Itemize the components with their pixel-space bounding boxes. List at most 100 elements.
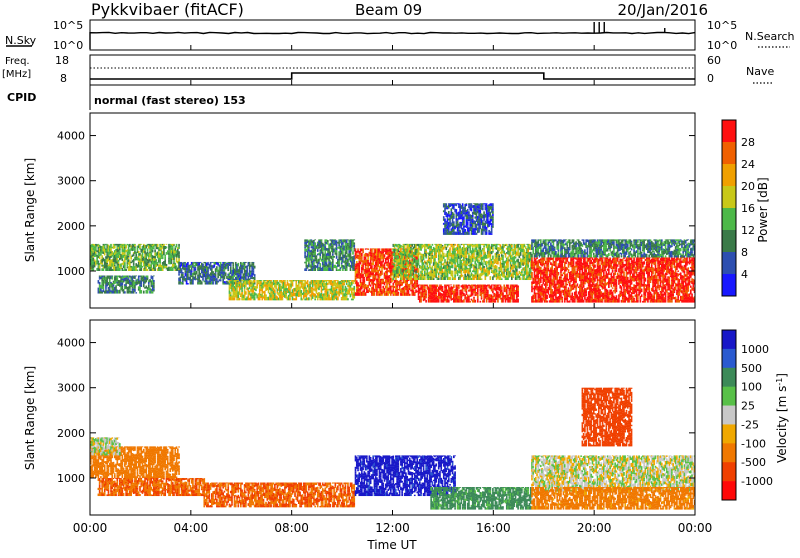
power-cell <box>173 244 175 245</box>
power-cell <box>457 289 459 292</box>
power-cell <box>517 291 519 293</box>
power-cell <box>254 296 256 300</box>
power-cell <box>99 256 101 259</box>
power-cell <box>497 298 499 300</box>
power-cell <box>105 288 107 290</box>
power-cell <box>253 262 255 263</box>
power-cell <box>256 286 258 288</box>
power-cell <box>490 257 492 258</box>
power-cell <box>207 262 209 263</box>
power-cell <box>409 288 411 290</box>
power-cell <box>387 259 389 263</box>
power-cell <box>418 268 420 270</box>
power-region <box>418 285 519 303</box>
power-cell <box>191 270 193 272</box>
power-cell <box>353 259 355 262</box>
power-cell <box>410 247 412 248</box>
power-cell <box>481 252 483 254</box>
power-cell <box>379 276 381 278</box>
power-cell <box>298 283 300 286</box>
power-cell <box>471 203 473 204</box>
power-cell <box>459 279 461 281</box>
power-cell <box>526 268 528 271</box>
power-cell <box>492 251 494 253</box>
power-cell <box>496 269 498 272</box>
power-cell <box>483 247 485 249</box>
power-cell <box>227 266 229 270</box>
power-cell <box>454 244 456 246</box>
power-cell <box>404 260 406 262</box>
power-cell <box>152 276 154 280</box>
power-cell <box>498 255 500 257</box>
power-cell <box>178 244 180 247</box>
power-cell <box>353 242 355 244</box>
power-cell <box>413 268 415 270</box>
power-cell <box>138 251 140 253</box>
power-cell <box>395 277 397 280</box>
power-cell <box>414 274 416 277</box>
power-cell <box>403 256 405 260</box>
power-cell <box>468 232 470 235</box>
power-cell <box>488 271 490 275</box>
power-cell <box>425 290 427 293</box>
power-cell <box>416 282 418 284</box>
power-cell <box>133 263 135 266</box>
power-cell <box>406 257 408 260</box>
power-cell <box>367 260 369 262</box>
power-cell <box>178 251 180 254</box>
power-cell <box>134 244 136 245</box>
beam-label: Beam 09 <box>355 1 422 19</box>
power-cell <box>135 276 137 277</box>
power-cell <box>477 289 479 293</box>
power-cell <box>481 278 483 280</box>
frequency-trace <box>90 73 695 79</box>
power-cell <box>510 269 512 272</box>
power-cell <box>245 285 247 287</box>
power-cell <box>99 269 101 271</box>
power-cell <box>292 283 294 287</box>
power-cell <box>453 285 455 286</box>
power-cell <box>350 268 352 271</box>
power-cell <box>401 278 403 280</box>
power-cell <box>106 263 108 264</box>
power-cell <box>519 256 521 259</box>
power-cell <box>434 258 436 261</box>
power-cell <box>515 248 517 250</box>
nave-label: Nave <box>746 65 774 78</box>
power-cell <box>187 274 189 277</box>
power-cell <box>134 246 136 248</box>
power-cell <box>406 282 408 284</box>
power-cell <box>382 279 384 281</box>
power-cell <box>129 252 131 255</box>
power-cell <box>503 285 505 286</box>
power-cell <box>147 291 149 294</box>
power-cell <box>137 248 139 251</box>
power-cell <box>511 247 513 249</box>
power-cell <box>478 229 480 233</box>
power-cell <box>129 289 131 291</box>
power-cell <box>282 299 284 301</box>
power-cell <box>452 271 454 273</box>
power-cell <box>483 299 485 300</box>
power-cell <box>497 291 499 294</box>
power-cell <box>244 264 246 266</box>
power-cell <box>254 274 256 277</box>
power-cell <box>500 276 502 278</box>
power-cell <box>249 262 251 264</box>
power-cell <box>381 270 383 272</box>
power-cell <box>483 249 485 252</box>
power-cell <box>477 294 479 298</box>
power-cell <box>379 248 381 249</box>
power-cell <box>227 269 229 271</box>
power-cell <box>492 216 494 218</box>
power-cell <box>469 247 471 249</box>
power-cell <box>409 294 411 296</box>
power-cell <box>232 264 234 266</box>
power-cell <box>425 251 427 253</box>
power-cell <box>285 286 287 288</box>
power-cell <box>143 244 145 245</box>
power-cell <box>502 292 504 295</box>
power-cell <box>520 252 522 256</box>
power-cell <box>178 274 180 276</box>
power-cell <box>190 277 192 279</box>
